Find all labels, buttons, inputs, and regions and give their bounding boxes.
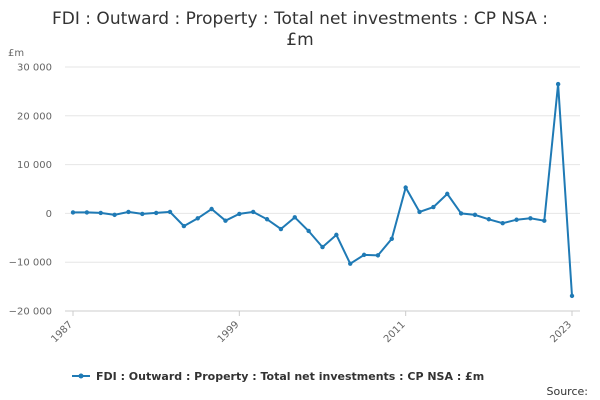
data-point xyxy=(542,218,547,223)
data-point xyxy=(486,217,492,222)
series-group xyxy=(70,81,575,299)
grid-lines xyxy=(65,66,580,312)
data-point xyxy=(348,261,353,266)
data-point xyxy=(98,210,103,216)
y-axis-unit-label: £m xyxy=(8,48,24,59)
data-point xyxy=(431,204,436,210)
data-point xyxy=(223,218,228,223)
data-point xyxy=(112,212,117,218)
data-point xyxy=(445,191,450,197)
data-point xyxy=(153,210,159,216)
x-tick-label: 1987 xyxy=(49,319,75,345)
data-point xyxy=(70,210,76,215)
x-tick-labels: 1987 1999 2011 2023 xyxy=(49,319,574,345)
data-point xyxy=(278,226,284,232)
legend-label: FDI : Outward : Property : Total net inv… xyxy=(96,370,484,383)
data-point xyxy=(320,244,325,250)
chart-title-line-2: £m xyxy=(286,30,313,50)
data-point xyxy=(250,209,256,215)
x-tick-label: 2011 xyxy=(382,319,408,345)
y-tick-label: 20 000 xyxy=(17,111,52,122)
data-point xyxy=(237,211,242,217)
data-point xyxy=(264,217,270,222)
data-point xyxy=(569,293,575,299)
source-label: Source: xyxy=(547,385,589,398)
data-point xyxy=(389,236,395,241)
y-tick-labels: 30 000 20 000 10 000 0 −10 000 −20 000 xyxy=(9,63,52,318)
data-point xyxy=(403,185,408,190)
data-point xyxy=(361,252,367,258)
data-point xyxy=(195,216,200,221)
data-point xyxy=(417,209,422,215)
data-point xyxy=(84,210,90,215)
data-point xyxy=(375,253,381,258)
data-point xyxy=(209,206,214,212)
x-tick-label: 2023 xyxy=(548,319,574,345)
data-point xyxy=(334,232,339,238)
y-tick-label: −10 000 xyxy=(9,258,52,269)
data-point xyxy=(140,211,145,217)
legend[interactable]: FDI : Outward : Property : Total net inv… xyxy=(72,370,484,383)
data-point xyxy=(514,217,519,222)
y-tick-label: 30 000 xyxy=(17,63,52,74)
y-tick-label: 0 xyxy=(46,209,52,220)
data-point xyxy=(555,81,561,87)
data-point xyxy=(528,216,533,221)
y-tick-label: −20 000 xyxy=(9,307,52,318)
y-tick-label: 10 000 xyxy=(17,160,52,171)
x-tick-label: 1999 xyxy=(216,319,242,345)
data-point xyxy=(292,215,297,220)
data-point xyxy=(458,211,464,216)
chart-title-line-1: FDI : Outward : Property : Total net inv… xyxy=(52,9,548,29)
data-point xyxy=(306,228,311,234)
data-point xyxy=(167,209,173,215)
legend-point-marker xyxy=(78,373,84,379)
data-point xyxy=(126,209,131,215)
axes xyxy=(65,310,580,316)
data-point xyxy=(472,212,478,218)
data-point xyxy=(181,223,187,229)
data-point xyxy=(500,220,505,226)
